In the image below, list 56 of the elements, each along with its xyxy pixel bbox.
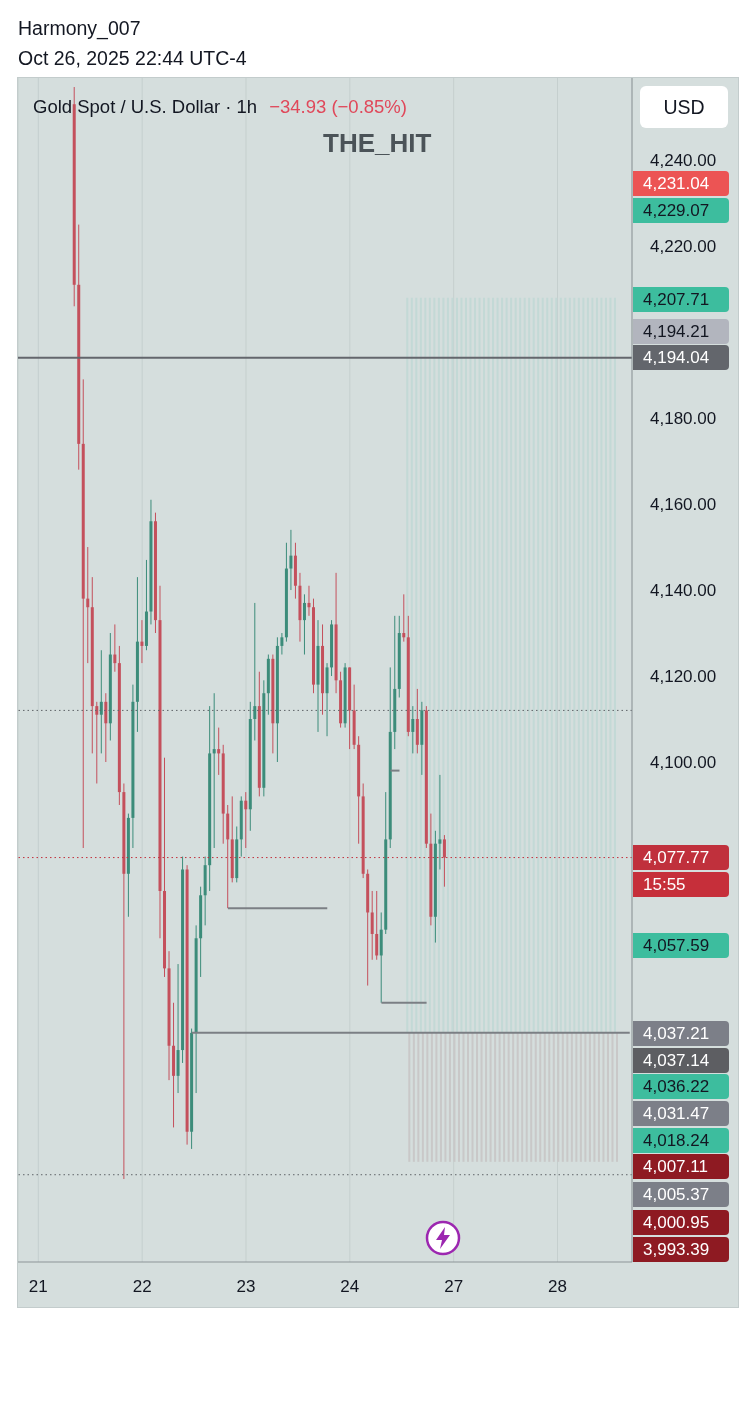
candlestick [402, 593, 406, 643]
ref-line-label: 4,194.04 [633, 345, 729, 371]
candlestick [370, 890, 374, 961]
text: Harmony_007 [18, 16, 141, 41]
text: 4,037.21 [633, 1020, 729, 1046]
text: 4,194.21 [633, 318, 729, 344]
x-tick-label: 27 [444, 1277, 464, 1297]
candlestick [104, 692, 108, 763]
ref-line-label: 4,077.77 [633, 845, 729, 871]
text: 4,036.22 [633, 1073, 729, 1099]
y-tick-label: 4,180.00 [650, 409, 717, 429]
text: 4,229.07 [633, 197, 729, 223]
candlestick [86, 546, 90, 664]
candlestick [289, 529, 293, 591]
y-tick-label: 4,100.00 [650, 753, 717, 773]
y-tick-label: 4,140.00 [650, 581, 717, 601]
candlestick [217, 727, 221, 776]
candlestick [113, 623, 117, 673]
y-tick-label: 4,120.00 [650, 667, 717, 687]
text: 4,231.04 [633, 170, 729, 196]
text: 4,007.11 [633, 1153, 729, 1179]
text: Gold Spot / U.S. Dollar · 1h [33, 95, 258, 119]
candlestick [212, 692, 216, 849]
x-tick-label: 22 [132, 1277, 152, 1297]
y-tick-label: 4,240.00 [650, 151, 717, 171]
text: 4,031.47 [633, 1100, 729, 1126]
text: Oct 26, 2025 22:44 UTC-4 [18, 46, 247, 71]
annotation: −34.93 (−0.85%) [269, 95, 407, 119]
text: 4,018.24 [633, 1127, 729, 1153]
text: 4,207.71 [633, 286, 729, 312]
text: THE_HIT [323, 128, 432, 159]
candlestick [307, 585, 311, 617]
text: 4,000.95 [633, 1209, 729, 1235]
candlestick [375, 890, 379, 961]
y-tick-label: 4,160.00 [650, 495, 717, 515]
candlestick [244, 791, 248, 849]
candlestick [99, 649, 103, 754]
x-tick-label: 24 [340, 1277, 360, 1297]
text: 3,993.39 [633, 1236, 729, 1262]
candlestick [302, 593, 306, 656]
candlestick [253, 602, 257, 742]
candlestick [411, 705, 415, 754]
text: 15:55 [633, 871, 729, 897]
x-tick-label: 23 [236, 1277, 256, 1297]
x-tick-label: 28 [548, 1277, 567, 1297]
candlestick [438, 774, 442, 870]
text: 4,037.14 [633, 1047, 729, 1073]
candlestick [95, 701, 99, 784]
candlestick [280, 632, 284, 656]
x-tick-label: 21 [28, 1277, 48, 1297]
y-axis-title: USD [640, 86, 728, 128]
text: 4,057.59 [633, 932, 729, 958]
candlestick [140, 619, 144, 664]
candlestick [442, 834, 446, 888]
y-tick-label: 4,220.00 [650, 237, 717, 257]
text: 4,005.37 [633, 1181, 729, 1207]
